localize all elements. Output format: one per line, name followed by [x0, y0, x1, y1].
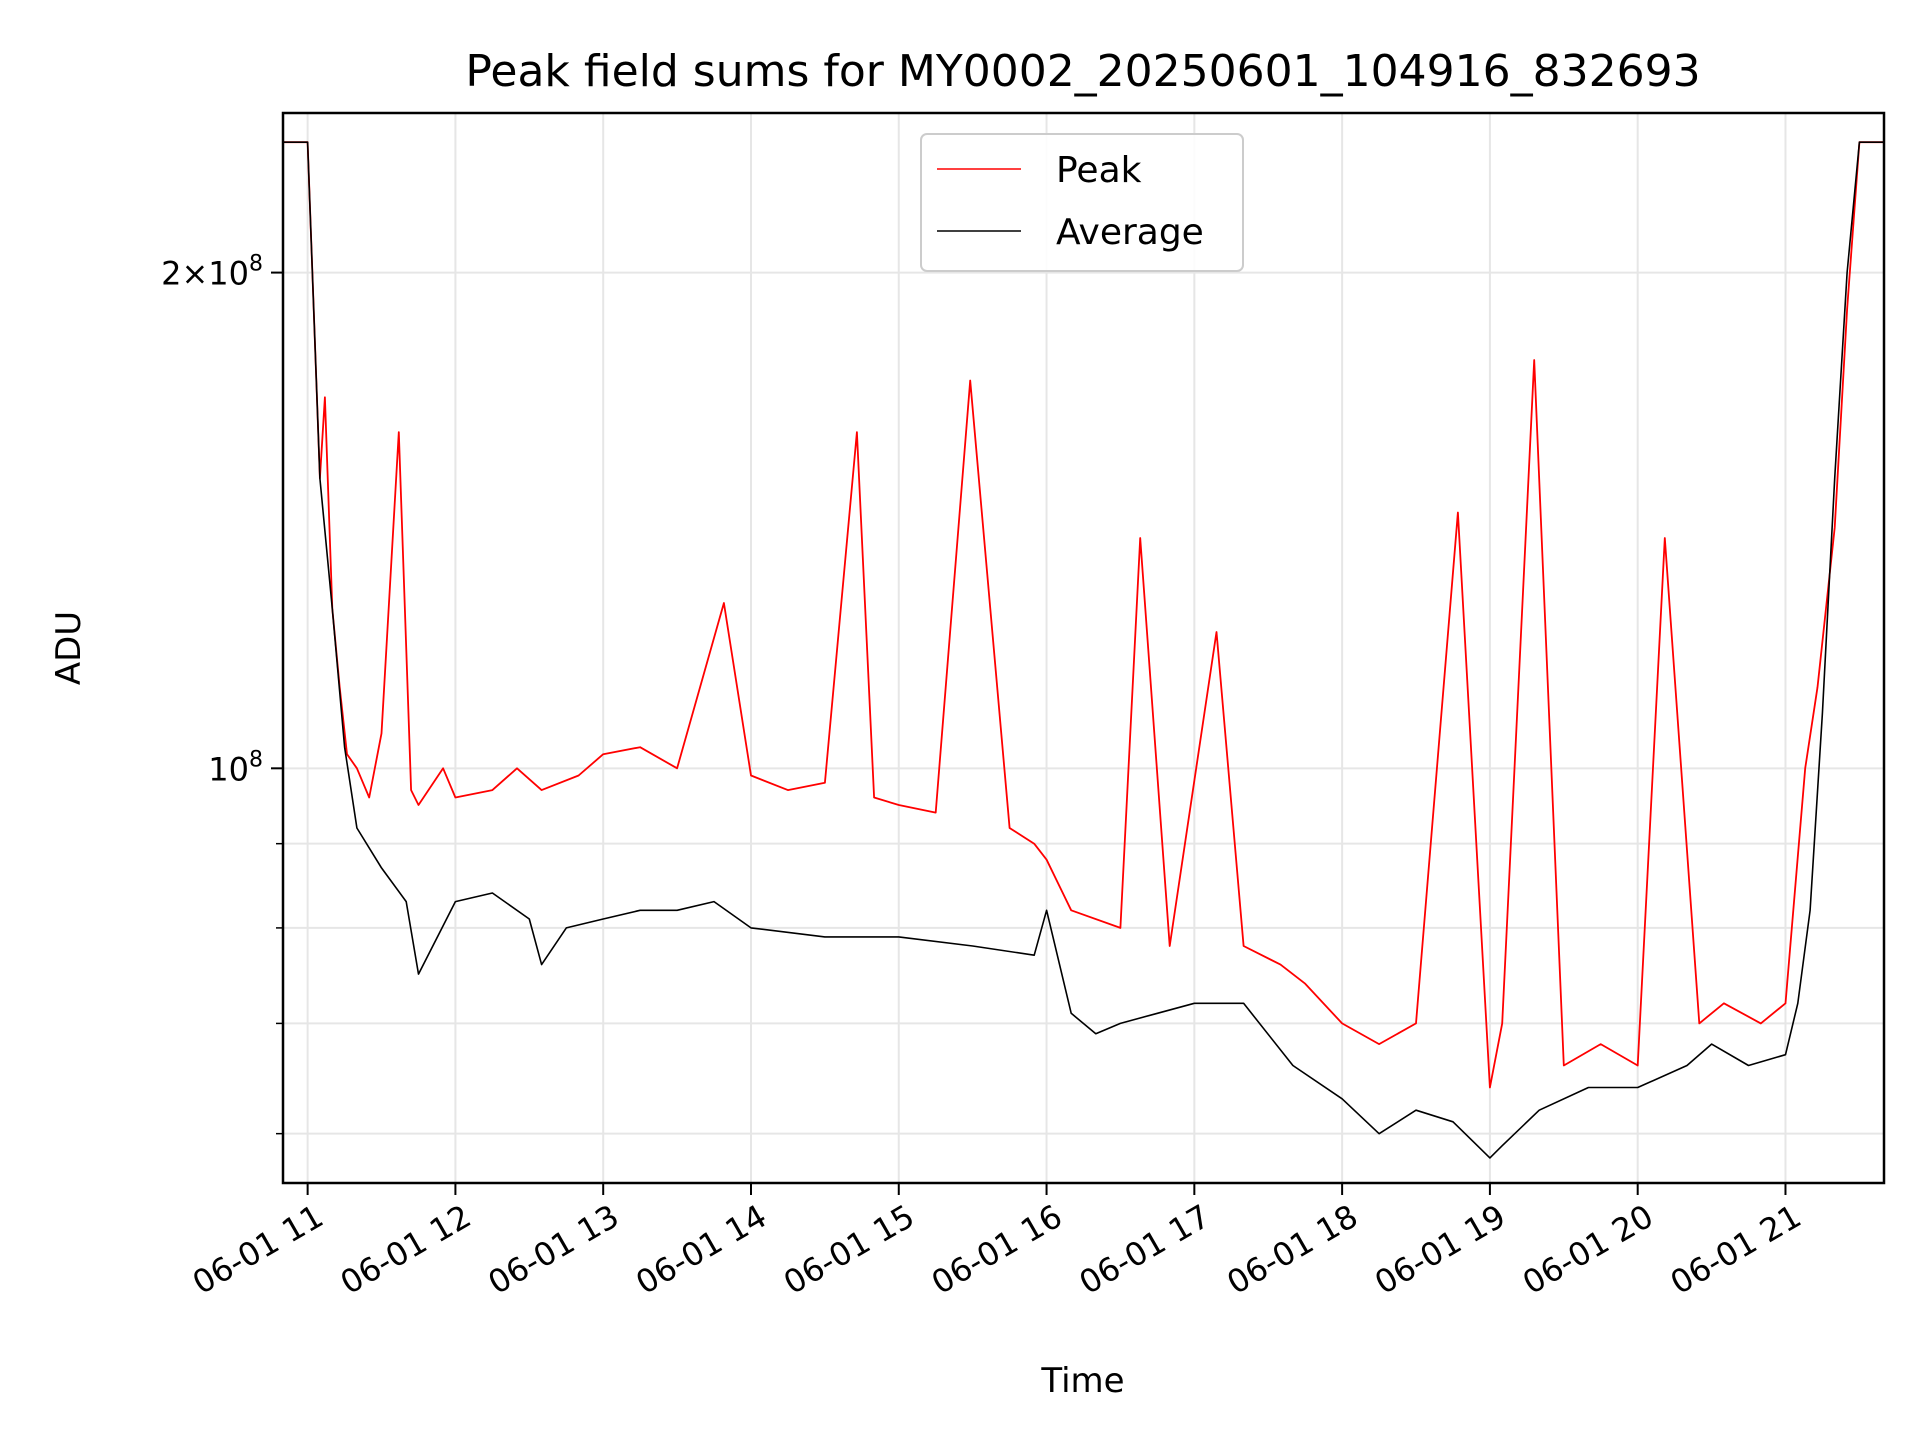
y-tick-label: 108: [208, 747, 263, 788]
series-line-peak: [283, 141, 1884, 1089]
legend-peak-label: Peak: [1056, 150, 1142, 191]
series-line-average: [283, 141, 1884, 1159]
plot-frame: [281, 111, 1886, 1185]
y-axis-label: ADU: [49, 611, 89, 685]
y-axis-ticks: 108 2×108: [161, 252, 283, 1135]
x-axis-label: Time: [1040, 1361, 1124, 1401]
y-tick-label: 2×108: [161, 252, 263, 293]
legend: Peak Average: [920, 133, 1244, 272]
chart-title: Peak field sums for MY0002_20250601_1049…: [465, 46, 1700, 97]
plot-series: [283, 141, 1884, 1159]
grid: [283, 113, 1884, 1183]
legend-average-label: Average: [1056, 212, 1204, 253]
